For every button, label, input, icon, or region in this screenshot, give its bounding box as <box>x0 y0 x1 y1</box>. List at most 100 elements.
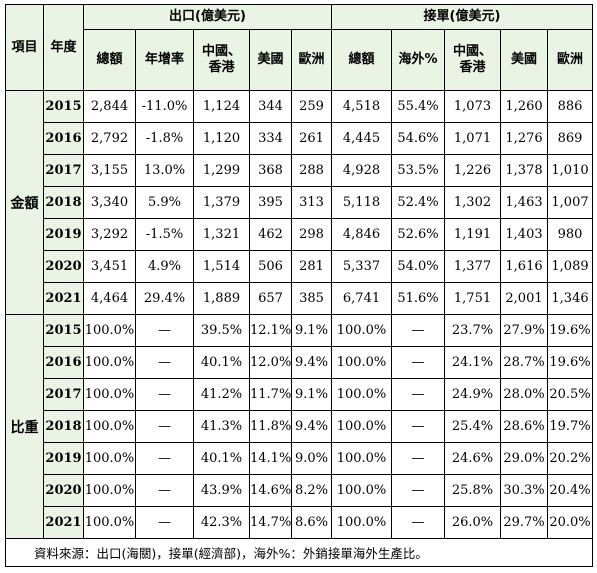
table-row: 2020 100.0% —43.9% 14.6% 8.2% 100.0% —25.8% 30.… <box>6 474 593 507</box>
value-cell: 20.4% <box>547 474 593 507</box>
value-cell: 1,120 <box>193 122 250 155</box>
value-cell: — <box>135 506 194 539</box>
year-cell: 2015 <box>43 314 84 347</box>
value-cell: 24.9% <box>444 378 501 411</box>
value-cell: 100.0% <box>83 378 136 411</box>
value-cell: 20.0% <box>547 506 593 539</box>
value-cell: 13.0% <box>135 154 194 187</box>
value-cell: 462 <box>249 218 292 251</box>
value-cell: 6,741 <box>331 282 392 315</box>
value-cell: 100.0% <box>83 506 136 539</box>
value-cell: 334 <box>249 122 292 155</box>
orders-col-header-2: 中國、 香港 <box>444 29 501 91</box>
value-cell: 1,071 <box>444 122 501 155</box>
year-cell: 2021 <box>43 282 84 315</box>
value-cell: 4.9% <box>135 250 194 283</box>
value-cell: 1,124 <box>193 90 250 123</box>
source-note-row: 資料來源：出口(海關)，接單(經濟部)，海外%：外銷接單海外生產比。 <box>5 538 593 567</box>
value-cell: 4,928 <box>331 154 392 187</box>
value-cell: — <box>391 410 445 443</box>
value-cell: 5,118 <box>331 186 392 219</box>
value-cell: 1,403 <box>500 218 548 251</box>
value-cell: 8.6% <box>291 506 332 539</box>
value-cell: 28.6% <box>500 410 548 443</box>
value-cell: 53.5% <box>391 154 445 187</box>
value-cell: 3,340 <box>83 186 136 219</box>
value-cell: -1.8% <box>135 122 194 155</box>
value-cell: 100.0% <box>331 442 392 475</box>
value-cell: 9.4% <box>291 346 332 379</box>
value-cell: 9.1% <box>291 314 332 347</box>
value-cell: 51.6% <box>391 282 445 315</box>
value-cell: 9.0% <box>291 442 332 475</box>
value-cell: 20.5% <box>547 378 593 411</box>
year-cell: 2021 <box>43 506 84 539</box>
value-cell: 344 <box>249 90 292 123</box>
value-cell: 29.0% <box>500 442 548 475</box>
export-col-header-0: 總額 <box>83 29 136 91</box>
value-cell: 39.5% <box>193 314 250 347</box>
value-cell: 1,889 <box>193 282 250 315</box>
export-col-header-4: 歐洲 <box>291 29 332 91</box>
value-cell: 1,276 <box>500 122 548 155</box>
value-cell: 14.7% <box>249 506 292 539</box>
value-cell: 4,445 <box>331 122 392 155</box>
value-cell: 1,302 <box>444 186 501 219</box>
year-cell: 2019 <box>43 442 84 475</box>
value-cell: — <box>135 314 194 347</box>
value-cell: 2,001 <box>500 282 548 315</box>
value-cell: 1,463 <box>500 186 548 219</box>
value-cell: 5,337 <box>331 250 392 283</box>
value-cell: 1,378 <box>500 154 548 187</box>
value-cell: 25.8% <box>444 474 501 507</box>
year-cell: 2018 <box>43 186 84 219</box>
value-cell: 42.3% <box>193 506 250 539</box>
value-cell: 869 <box>547 122 593 155</box>
value-cell: 1,226 <box>444 154 501 187</box>
value-cell: 29.4% <box>135 282 194 315</box>
value-cell: 100.0% <box>83 442 136 475</box>
value-cell: 298 <box>291 218 332 251</box>
value-cell: 657 <box>249 282 292 315</box>
table-row: 2017 3,155 13.0% 1,299 368 288 4,928 53.5% 1,226… <box>6 154 593 187</box>
value-cell: 1,089 <box>547 250 593 283</box>
value-cell: 100.0% <box>331 378 392 411</box>
value-cell: 4,464 <box>83 282 136 315</box>
value-cell: 25.4% <box>444 410 501 443</box>
table-row: 2018 100.0% —41.3% 11.8% 9.4% 100.0% —25.4% 28.… <box>6 410 593 443</box>
value-cell: 14.6% <box>249 474 292 507</box>
value-cell: 1,073 <box>444 90 501 123</box>
year-header: 年度 <box>43 4 84 91</box>
share-section-label: 比重 <box>5 314 44 539</box>
value-cell: 52.4% <box>391 186 445 219</box>
table-row: 比重 2015 100.0% —39.5% 12.1% 9.1% 100.0% —23.7% 2… <box>5 314 593 539</box>
value-cell: 1,379 <box>193 186 250 219</box>
header-row-columns: 總額 年增率 中國、 香港 美國 歐洲 總額 海外% 中國、 香港 美國 歐洲 <box>6 29 593 91</box>
table-row: 金額 2015 2,844 -11.0% 1,124 344 259 4,518 55.4% 1,… <box>5 90 593 315</box>
value-cell: 980 <box>547 218 593 251</box>
value-cell: 52.6% <box>391 218 445 251</box>
value-cell: 2,792 <box>83 122 136 155</box>
value-cell: 3,155 <box>83 154 136 187</box>
value-cell: — <box>391 314 445 347</box>
value-cell: 24.1% <box>444 346 501 379</box>
value-cell: 313 <box>291 186 332 219</box>
value-cell: — <box>135 378 194 411</box>
value-cell: 29.7% <box>500 506 548 539</box>
value-cell: 54.0% <box>391 250 445 283</box>
value-cell: 100.0% <box>83 410 136 443</box>
value-cell: 1,514 <box>193 250 250 283</box>
value-cell: 100.0% <box>331 474 392 507</box>
table-row: 2016 2,792 -1.8% 1,120 334 261 4,445 54.6% 1,071… <box>6 122 593 155</box>
value-cell: 41.3% <box>193 410 250 443</box>
value-cell: 11.8% <box>249 410 292 443</box>
year-cell: 2016 <box>43 122 84 155</box>
value-cell: — <box>135 474 194 507</box>
value-cell: 100.0% <box>331 410 392 443</box>
year-cell: 2018 <box>43 410 84 443</box>
export-col-header-3: 美國 <box>249 29 292 91</box>
value-cell: 19.7% <box>547 410 593 443</box>
value-cell: 40.1% <box>193 346 250 379</box>
orders-col-header-0: 總額 <box>331 29 392 91</box>
export-col-header-2: 中國、 香港 <box>193 29 250 91</box>
